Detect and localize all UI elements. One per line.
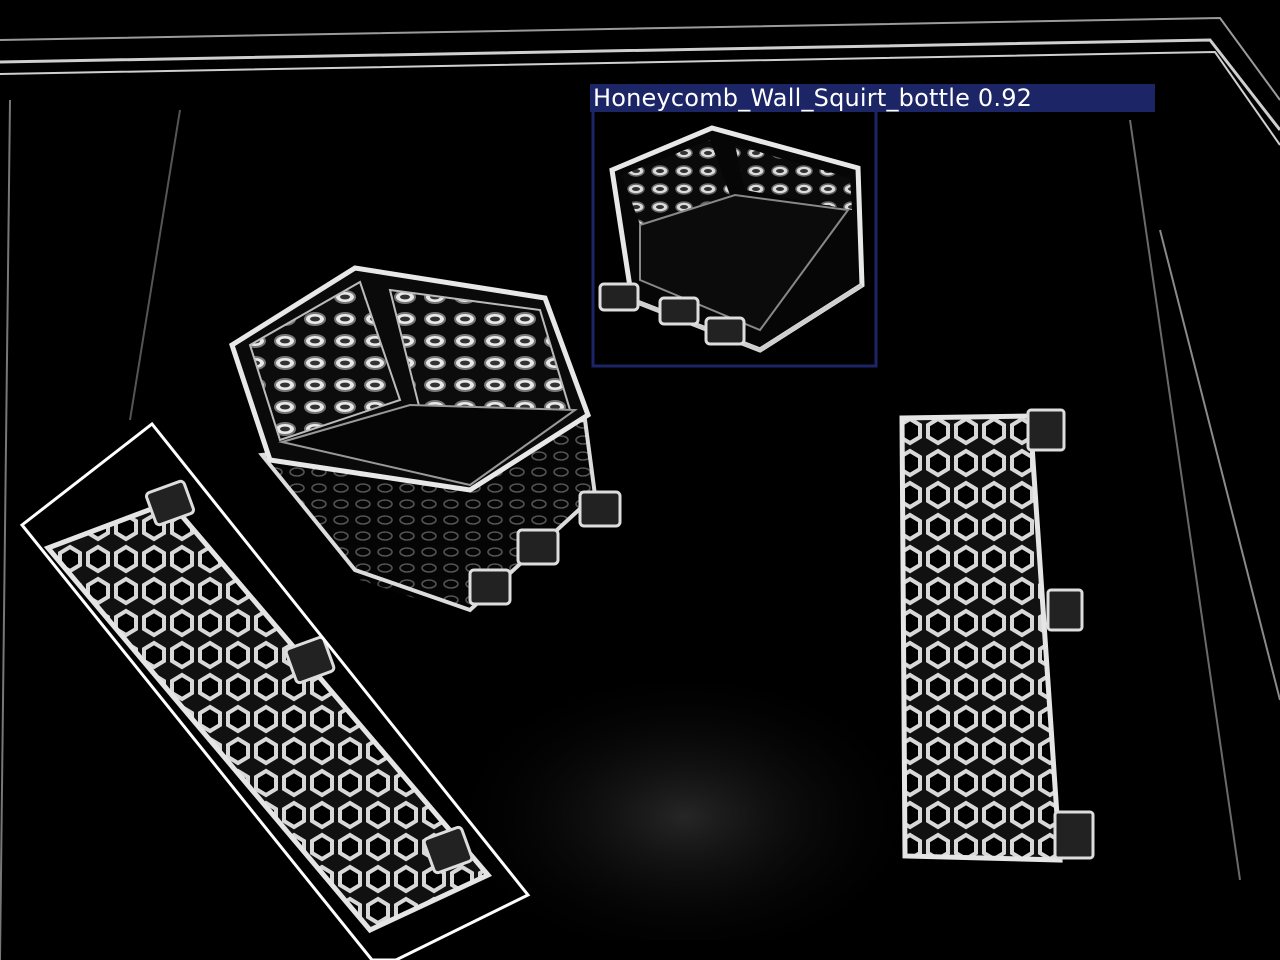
hex-container-large xyxy=(229,265,622,613)
hex-container-small xyxy=(598,125,865,353)
detection-score: 0.92 xyxy=(977,84,1033,112)
tray-frame xyxy=(0,16,1280,960)
detection-class-name: Honeycomb_Wall_Squirt_bottle xyxy=(593,84,971,112)
detection-box-rotated-panel xyxy=(19,421,531,960)
honeycomb-panel-left xyxy=(43,479,493,934)
honeycomb-panel-right xyxy=(899,408,1095,863)
detection-label-bg xyxy=(590,84,1155,112)
detection-label: Honeycomb_Wall_Squirt_bottle 0.92 xyxy=(590,84,1038,112)
